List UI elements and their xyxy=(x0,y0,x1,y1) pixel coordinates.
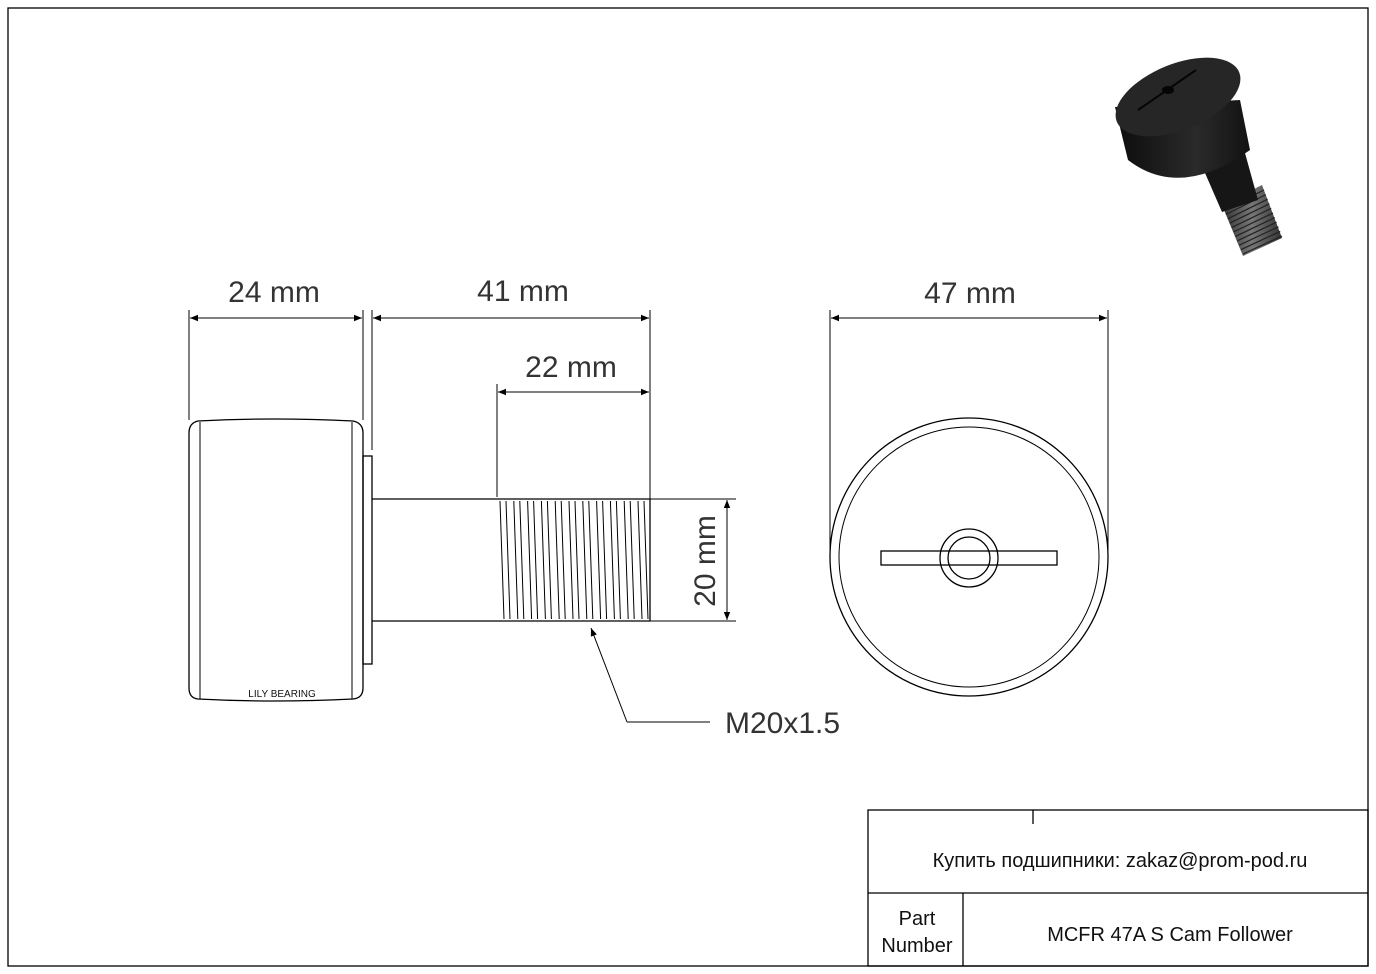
thread-line xyxy=(588,500,594,620)
render-thread-line xyxy=(1237,221,1277,242)
thread-line xyxy=(546,500,552,620)
thread-line xyxy=(568,500,574,620)
thread-line xyxy=(643,500,649,620)
contact-text: Купить подшипники: zakaz@prom-pod.ru xyxy=(933,850,1308,872)
part-number: MCFR 47A S Cam Follower xyxy=(1047,924,1293,946)
title-block xyxy=(867,809,1369,967)
thread-line xyxy=(499,500,505,620)
render-thread-line xyxy=(1227,198,1268,220)
roller-marking: LILY BEARING xyxy=(248,689,316,700)
render-thread-line xyxy=(1231,207,1272,229)
thread-line xyxy=(505,500,511,620)
render-thread-line xyxy=(1233,212,1274,233)
dim-thread-length: 22 mm xyxy=(525,351,617,384)
render-thread-line xyxy=(1229,203,1270,224)
thread-line xyxy=(637,500,643,620)
part-label-line2: Number xyxy=(881,935,952,957)
dim-stud-length: 41 mm xyxy=(477,275,569,308)
thread-line xyxy=(527,500,533,620)
thread-line xyxy=(540,500,546,620)
thread-line xyxy=(602,500,608,620)
roller-outline xyxy=(188,418,364,702)
render-thread-line xyxy=(1238,226,1279,246)
dim-roller-width: 24 mm xyxy=(228,276,320,309)
render-thread-line xyxy=(1242,235,1283,255)
part-label-line1: Part xyxy=(899,908,936,930)
stud xyxy=(372,498,651,622)
thread-line xyxy=(519,500,525,620)
thread-line xyxy=(554,500,560,620)
thread xyxy=(499,500,649,620)
flange xyxy=(362,455,373,665)
thread-line xyxy=(560,500,566,620)
thread-spec: M20x1.5 xyxy=(725,707,840,740)
thread-line xyxy=(582,500,588,620)
dim-outer-diameter: 47 mm xyxy=(924,277,1016,310)
thread-line xyxy=(615,500,621,620)
dimension-lines xyxy=(188,310,1109,723)
side-view: LILY BEARING xyxy=(188,418,651,702)
thread-line xyxy=(609,500,615,620)
front-view xyxy=(829,417,1109,697)
thread-line xyxy=(623,500,629,620)
render-thread-line xyxy=(1235,217,1276,237)
thread-line xyxy=(596,500,602,620)
render-thread-line xyxy=(1225,194,1267,215)
thread-line xyxy=(533,500,539,620)
dim-stud-diameter: 20 mm xyxy=(689,515,722,607)
thread-line xyxy=(629,500,635,620)
product-render xyxy=(1115,57,1283,256)
drawing-border xyxy=(7,7,1369,967)
render-thread-line xyxy=(1240,230,1281,251)
thread-line xyxy=(513,500,519,620)
thread-line xyxy=(574,500,580,620)
